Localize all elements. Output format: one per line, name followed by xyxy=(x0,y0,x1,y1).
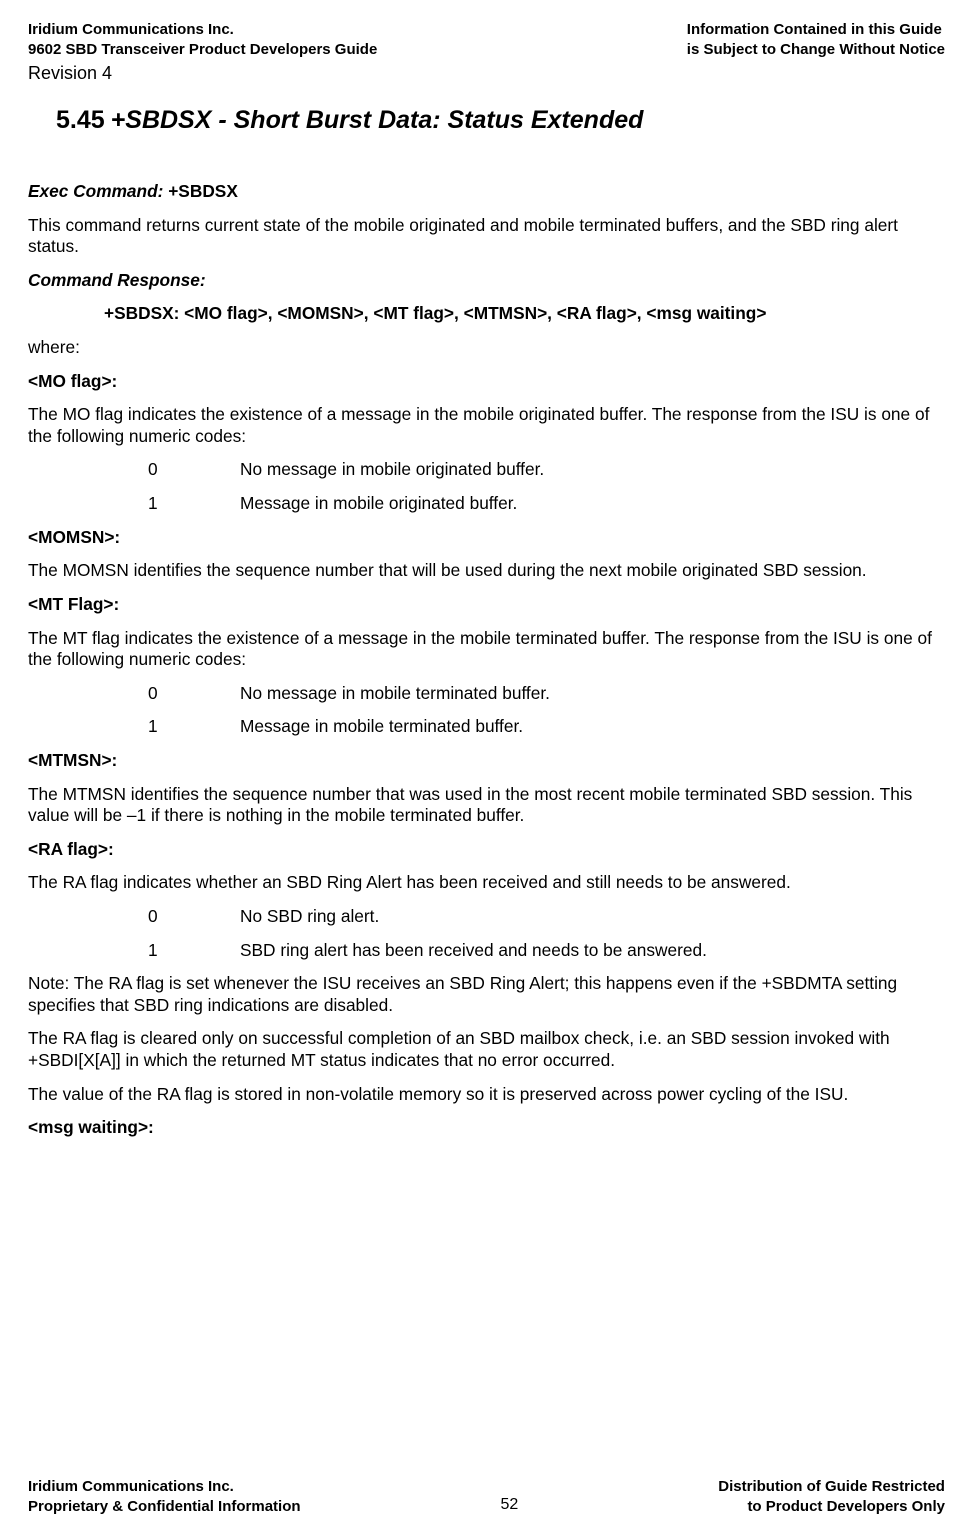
page-content: Exec Command: +SBDSX This command return… xyxy=(28,181,945,1139)
ra-code-num-0: 0 xyxy=(148,906,240,928)
mo-code-text-0: No message in mobile originated buffer. xyxy=(240,459,544,481)
exec-command-label: Exec Command: xyxy=(28,181,168,201)
section-heading: 5.45+SBDSX - Short Burst Data: Status Ex… xyxy=(56,106,945,135)
mt-code-num-0: 0 xyxy=(148,683,240,705)
ra-code-text-1: SBD ring alert has been received and nee… xyxy=(240,940,707,962)
section-number: 5.45 xyxy=(56,106,105,134)
page-number: 52 xyxy=(501,1495,519,1516)
mt-flag-heading: <MT Flag>: xyxy=(28,594,945,616)
mo-code-row: 1 Message in mobile originated buffer. xyxy=(148,493,945,515)
mt-code-text-1: Message in mobile terminated buffer. xyxy=(240,716,523,738)
mo-code-num-1: 1 xyxy=(148,493,240,515)
footer-distribution-1: Distribution of Guide Restricted xyxy=(718,1478,945,1495)
mtmsn-description: The MTMSN identifies the sequence number… xyxy=(28,784,945,827)
footer-company: Iridium Communications Inc. xyxy=(28,1478,234,1495)
header-company: Iridium Communications Inc. xyxy=(28,21,234,38)
mt-code-text-0: No message in mobile terminated buffer. xyxy=(240,683,550,705)
mtmsn-heading: <MTMSN>: xyxy=(28,750,945,772)
mt-code-row: 0 No message in mobile terminated buffer… xyxy=(148,683,945,705)
page-footer: Iridium Communications Inc. Proprietary … xyxy=(28,1477,945,1516)
footer-confidential: Proprietary & Confidential Information xyxy=(28,1498,301,1515)
ra-code-text-0: No SBD ring alert. xyxy=(240,906,379,928)
ra-note: Note: The RA flag is set whenever the IS… xyxy=(28,973,945,1016)
mt-flag-description: The MT flag indicates the existence of a… xyxy=(28,628,945,671)
mo-code-text-1: Message in mobile originated buffer. xyxy=(240,493,517,515)
page-header: Iridium Communications Inc. 9602 SBD Tra… xyxy=(28,20,945,59)
ra-code-row: 0 No SBD ring alert. xyxy=(148,906,945,928)
mo-code-row: 0 No message in mobile originated buffer… xyxy=(148,459,945,481)
ra-flag-heading: <RA flag>: xyxy=(28,839,945,861)
exec-command-line: Exec Command: +SBDSX xyxy=(28,181,945,203)
footer-left: Iridium Communications Inc. Proprietary … xyxy=(28,1477,301,1516)
mo-flag-description: The MO flag indicates the existence of a… xyxy=(28,404,945,447)
momsn-description: The MOMSN identifies the sequence number… xyxy=(28,560,945,582)
header-doc-title: 9602 SBD Transceiver Product Developers … xyxy=(28,41,377,58)
ra-code-row: 1 SBD ring alert has been received and n… xyxy=(148,940,945,962)
exec-description: This command returns current state of th… xyxy=(28,215,945,258)
footer-right: Distribution of Guide Restricted to Prod… xyxy=(718,1477,945,1516)
revision-label: Revision 4 xyxy=(28,63,945,84)
header-left: Iridium Communications Inc. 9602 SBD Tra… xyxy=(28,20,377,59)
header-right: Information Contained in this Guide is S… xyxy=(687,20,945,59)
ra-clear: The RA flag is cleared only on successfu… xyxy=(28,1028,945,1071)
header-info-2: is Subject to Change Without Notice xyxy=(687,41,945,58)
ra-code-num-1: 1 xyxy=(148,940,240,962)
section-title: +SBDSX - Short Burst Data: Status Extend… xyxy=(111,106,644,134)
msg-waiting-heading: <msg waiting>: xyxy=(28,1117,945,1139)
command-response-syntax: +SBDSX: <MO flag>, <MOMSN>, <MT flag>, <… xyxy=(104,303,945,325)
mt-code-num-1: 1 xyxy=(148,716,240,738)
header-info-1: Information Contained in this Guide xyxy=(687,21,942,38)
footer-distribution-2: to Product Developers Only xyxy=(747,1498,945,1515)
ra-flag-description: The RA flag indicates whether an SBD Rin… xyxy=(28,872,945,894)
where-label: where: xyxy=(28,337,945,359)
command-response-label: Command Response: xyxy=(28,270,945,292)
mo-code-num-0: 0 xyxy=(148,459,240,481)
momsn-heading: <MOMSN>: xyxy=(28,527,945,549)
exec-command-value: +SBDSX xyxy=(168,181,238,201)
mo-flag-heading: <MO flag>: xyxy=(28,371,945,393)
ra-nvm: The value of the RA flag is stored in no… xyxy=(28,1084,945,1106)
mt-code-row: 1 Message in mobile terminated buffer. xyxy=(148,716,945,738)
